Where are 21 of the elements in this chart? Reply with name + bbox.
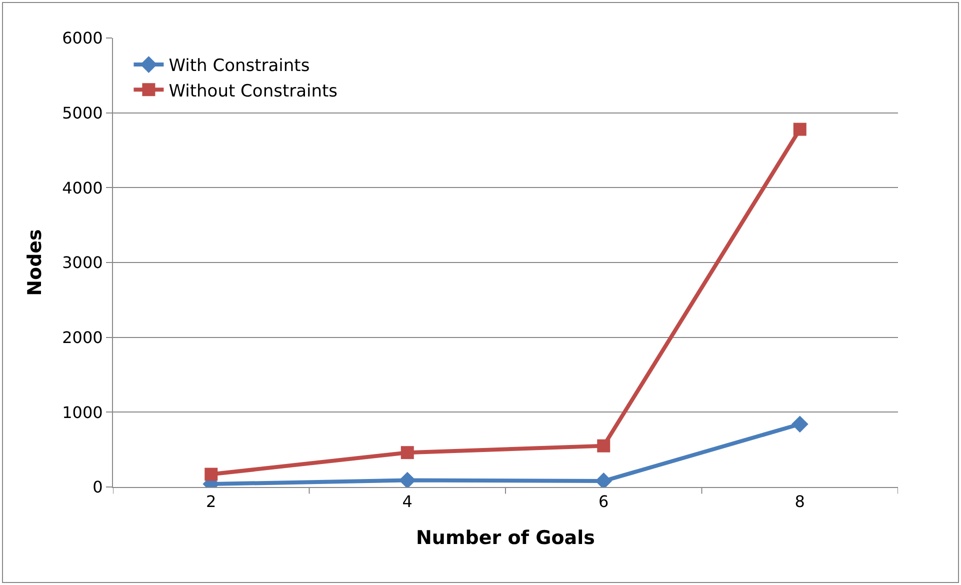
x-tick-label: 8 <box>794 492 805 512</box>
x-axis-title: Number of Goals <box>416 527 595 549</box>
point <box>398 472 416 487</box>
x-tick-label: 4 <box>402 492 412 512</box>
y-tick-label: 0 <box>92 478 103 497</box>
point <box>793 122 806 136</box>
y-axis-title: Nodes <box>24 229 46 296</box>
point <box>791 416 808 433</box>
point <box>597 439 610 452</box>
y-tick-label: 1000 <box>62 402 103 422</box>
point <box>400 446 414 460</box>
legend-label: With Constraints <box>168 56 310 76</box>
y-tick-label: 3000 <box>62 253 103 272</box>
point <box>204 468 218 481</box>
legend-label: Without Constraints <box>168 81 338 102</box>
y-tick-label: 2000 <box>62 328 103 347</box>
y-tick-label: 6000 <box>62 28 103 48</box>
y-tick-label: 4000 <box>62 178 103 198</box>
y-tick-label: 5000 <box>62 103 103 122</box>
x-tick-label: 6 <box>598 492 609 512</box>
x-tick-label: 2 <box>206 492 216 512</box>
